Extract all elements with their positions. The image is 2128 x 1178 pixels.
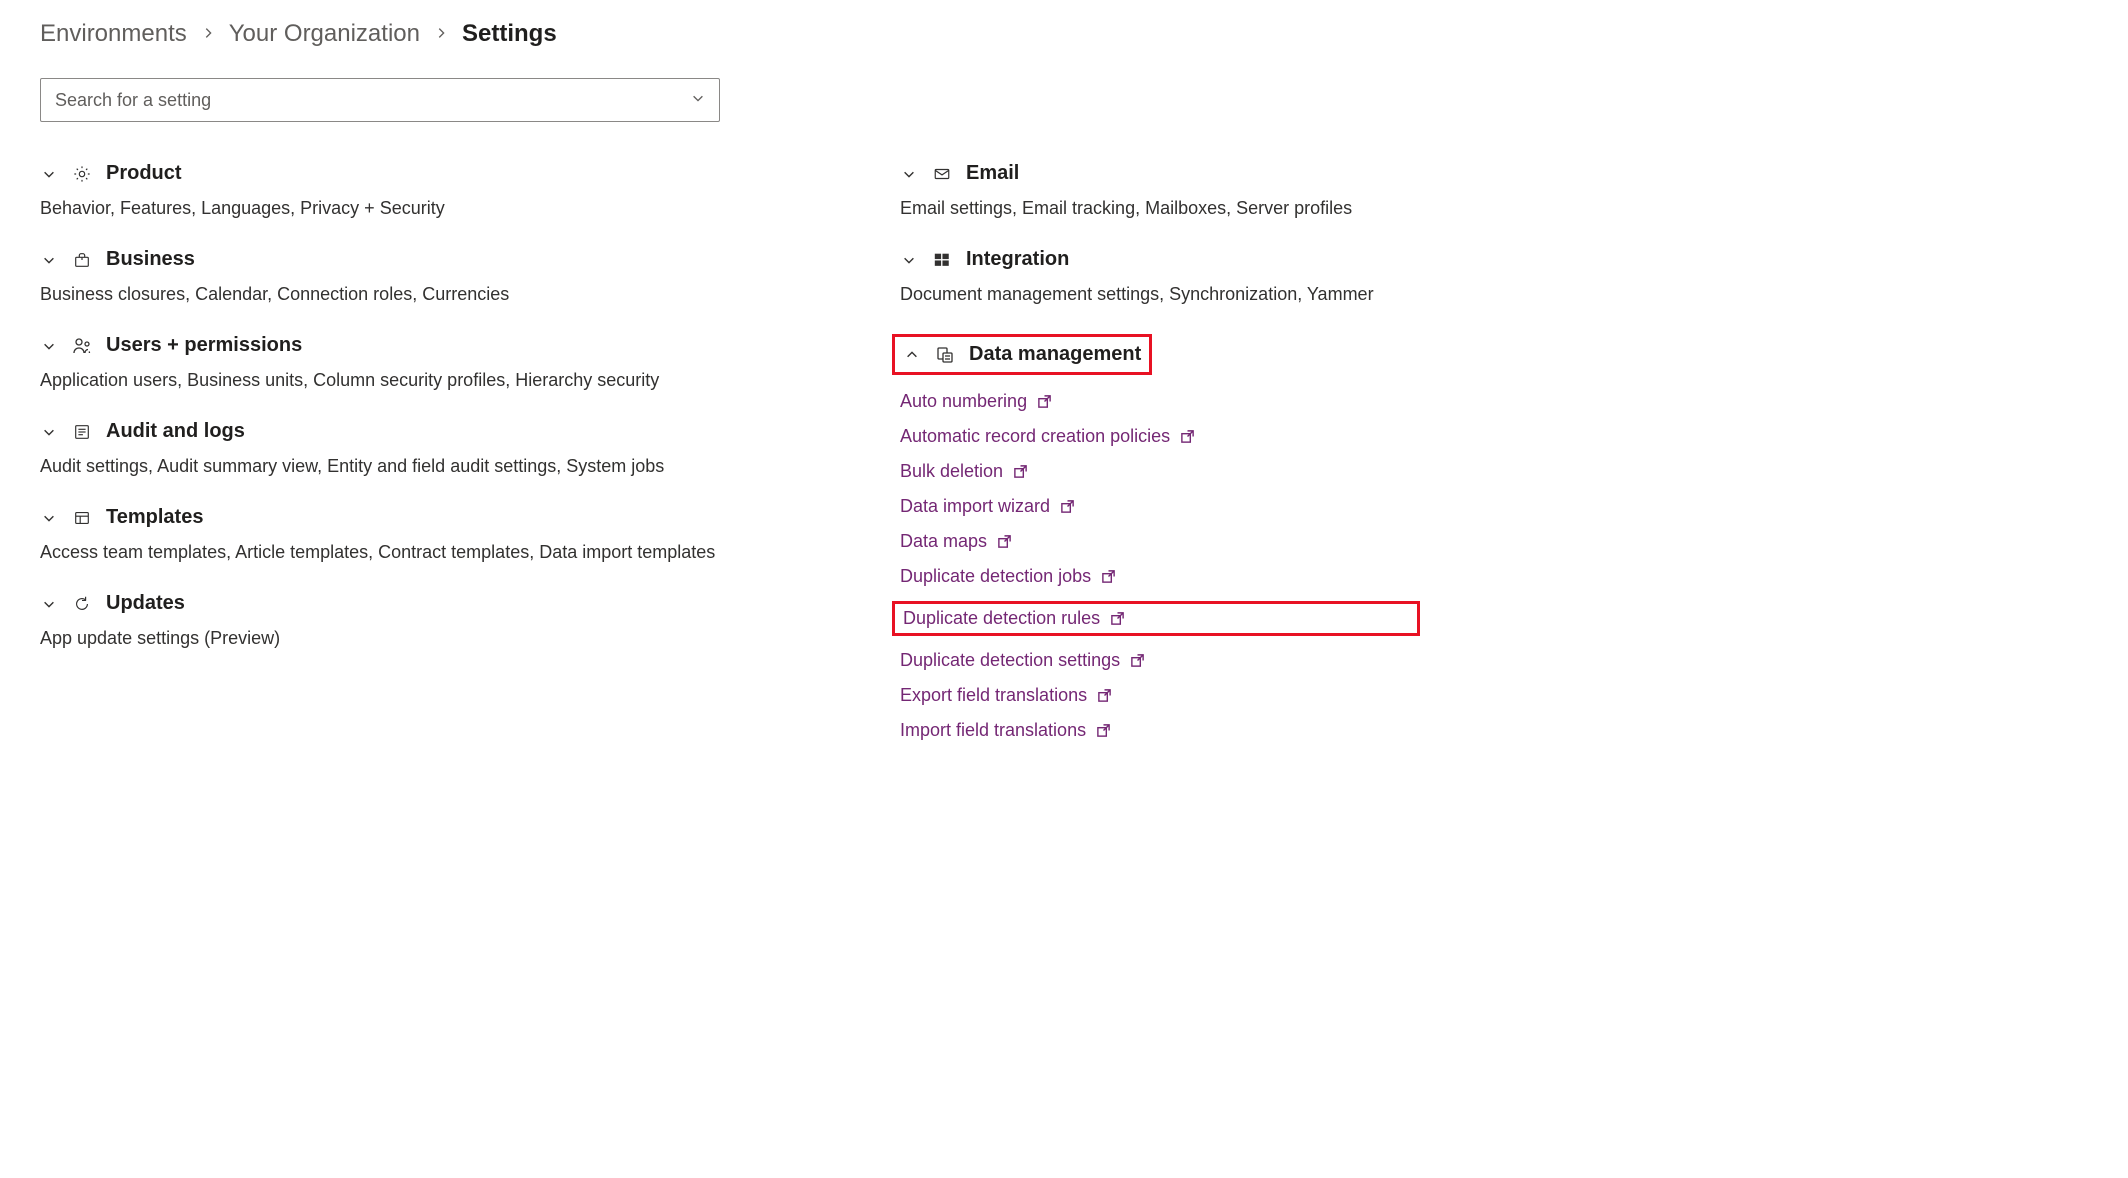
external-link-icon xyxy=(1130,653,1145,668)
section-header-data-management[interactable]: Data management xyxy=(892,334,1152,375)
link-item[interactable]: Duplicate detection settings xyxy=(900,650,1420,671)
section-links: Auto numbering Automatic record creation … xyxy=(900,391,1420,741)
left-column: Product Behavior, Features, Languages, Pr… xyxy=(40,162,820,767)
breadcrumb-organization[interactable]: Your Organization xyxy=(229,20,420,48)
external-link-icon xyxy=(1037,394,1052,409)
section-description: Business closures, Calendar, Connection … xyxy=(40,281,820,308)
section-data-management: Data management Auto numbering Automatic r… xyxy=(900,334,1420,741)
section-title: Audit and logs xyxy=(106,420,245,443)
right-column: Email Email settings, Email tracking, Mai… xyxy=(900,162,1420,767)
section-title: Templates xyxy=(106,506,203,529)
section-title: Data management xyxy=(969,343,1141,366)
section-title: Business xyxy=(106,248,195,271)
link-label[interactable]: Data maps xyxy=(900,531,987,552)
section-audit: Audit and logs Audit settings, Audit summ… xyxy=(40,420,820,480)
link-label[interactable]: Bulk deletion xyxy=(900,461,1003,482)
section-description: Audit settings, Audit summary view, Enti… xyxy=(40,453,820,480)
search-input[interactable] xyxy=(55,90,691,111)
people-icon xyxy=(72,336,92,356)
section-description: Access team templates, Article templates… xyxy=(40,539,820,566)
chevron-down-icon[interactable] xyxy=(40,251,58,269)
chevron-down-icon[interactable] xyxy=(40,595,58,613)
external-link-icon xyxy=(1101,569,1116,584)
link-label[interactable]: Import field translations xyxy=(900,720,1086,741)
windows-icon xyxy=(932,250,952,270)
gear-icon xyxy=(72,164,92,184)
link-item[interactable]: Bulk deletion xyxy=(900,461,1420,482)
section-description: Document management settings, Synchroniz… xyxy=(900,281,1420,308)
list-icon xyxy=(72,422,92,442)
section-description: Email settings, Email tracking, Mailboxe… xyxy=(900,195,1420,222)
refresh-icon xyxy=(72,594,92,614)
section-templates: Templates Access team templates, Article … xyxy=(40,506,820,566)
link-item[interactable]: Export field translations xyxy=(900,685,1420,706)
section-product: Product Behavior, Features, Languages, Pr… xyxy=(40,162,820,222)
chevron-down-icon[interactable] xyxy=(900,251,918,269)
section-title: Product xyxy=(106,162,182,185)
external-link-icon xyxy=(1110,611,1125,626)
database-icon xyxy=(935,345,955,365)
section-header-business[interactable]: Business xyxy=(40,248,820,271)
chevron-down-icon[interactable] xyxy=(40,165,58,183)
chevron-right-icon xyxy=(201,24,215,45)
chevron-down-icon[interactable] xyxy=(691,91,705,110)
section-title: Integration xyxy=(966,248,1069,271)
section-description: App update settings (Preview) xyxy=(40,625,820,652)
chevron-down-icon[interactable] xyxy=(40,423,58,441)
external-link-icon xyxy=(997,534,1012,549)
chevron-right-icon xyxy=(434,24,448,45)
link-item[interactable]: Data maps xyxy=(900,531,1420,552)
section-title: Users + permissions xyxy=(106,334,302,357)
section-integration: Integration Document management settings,… xyxy=(900,248,1420,308)
section-users: Users + permissions Application users, Bu… xyxy=(40,334,820,394)
section-business: Business Business closures, Calendar, Con… xyxy=(40,248,820,308)
chevron-up-icon[interactable] xyxy=(903,346,921,364)
section-title: Email xyxy=(966,162,1019,185)
link-label[interactable]: Automatic record creation policies xyxy=(900,426,1170,447)
section-updates: Updates App update settings (Preview) xyxy=(40,592,820,652)
chevron-down-icon[interactable] xyxy=(40,509,58,527)
section-header-integration[interactable]: Integration xyxy=(900,248,1420,271)
external-link-icon xyxy=(1060,499,1075,514)
external-link-icon xyxy=(1180,429,1195,444)
breadcrumb-environments[interactable]: Environments xyxy=(40,20,187,48)
section-header-email[interactable]: Email xyxy=(900,162,1420,185)
link-label[interactable]: Duplicate detection jobs xyxy=(900,566,1091,587)
breadcrumb: Environments Your Organization Settings xyxy=(40,20,2088,48)
templates-icon xyxy=(72,508,92,528)
section-header-product[interactable]: Product xyxy=(40,162,820,185)
link-item[interactable]: Automatic record creation policies xyxy=(900,426,1420,447)
section-email: Email Email settings, Email tracking, Mai… xyxy=(900,162,1420,222)
link-item[interactable]: Import field translations xyxy=(900,720,1420,741)
search-setting-combobox[interactable] xyxy=(40,78,720,122)
link-item[interactable]: Duplicate detection jobs xyxy=(900,566,1420,587)
link-label[interactable]: Export field translations xyxy=(900,685,1087,706)
link-item[interactable]: Data import wizard xyxy=(900,496,1420,517)
chevron-down-icon[interactable] xyxy=(40,337,58,355)
link-item[interactable]: Auto numbering xyxy=(900,391,1420,412)
section-header-updates[interactable]: Updates xyxy=(40,592,820,615)
briefcase-icon xyxy=(72,250,92,270)
section-description: Application users, Business units, Colum… xyxy=(40,367,820,394)
link-item[interactable]: Duplicate detection rules xyxy=(892,601,1420,636)
settings-columns: Product Behavior, Features, Languages, Pr… xyxy=(40,162,2088,767)
section-header-templates[interactable]: Templates xyxy=(40,506,820,529)
external-link-icon xyxy=(1013,464,1028,479)
link-label[interactable]: Data import wizard xyxy=(900,496,1050,517)
section-header-audit[interactable]: Audit and logs xyxy=(40,420,820,443)
section-header-users[interactable]: Users + permissions xyxy=(40,334,820,357)
mail-icon xyxy=(932,164,952,184)
breadcrumb-settings: Settings xyxy=(462,20,557,48)
section-title: Updates xyxy=(106,592,185,615)
link-label[interactable]: Auto numbering xyxy=(900,391,1027,412)
external-link-icon xyxy=(1097,688,1112,703)
link-label[interactable]: Duplicate detection settings xyxy=(900,650,1120,671)
link-label[interactable]: Duplicate detection rules xyxy=(903,608,1100,629)
section-description: Behavior, Features, Languages, Privacy +… xyxy=(40,195,820,222)
chevron-down-icon[interactable] xyxy=(900,165,918,183)
external-link-icon xyxy=(1096,723,1111,738)
